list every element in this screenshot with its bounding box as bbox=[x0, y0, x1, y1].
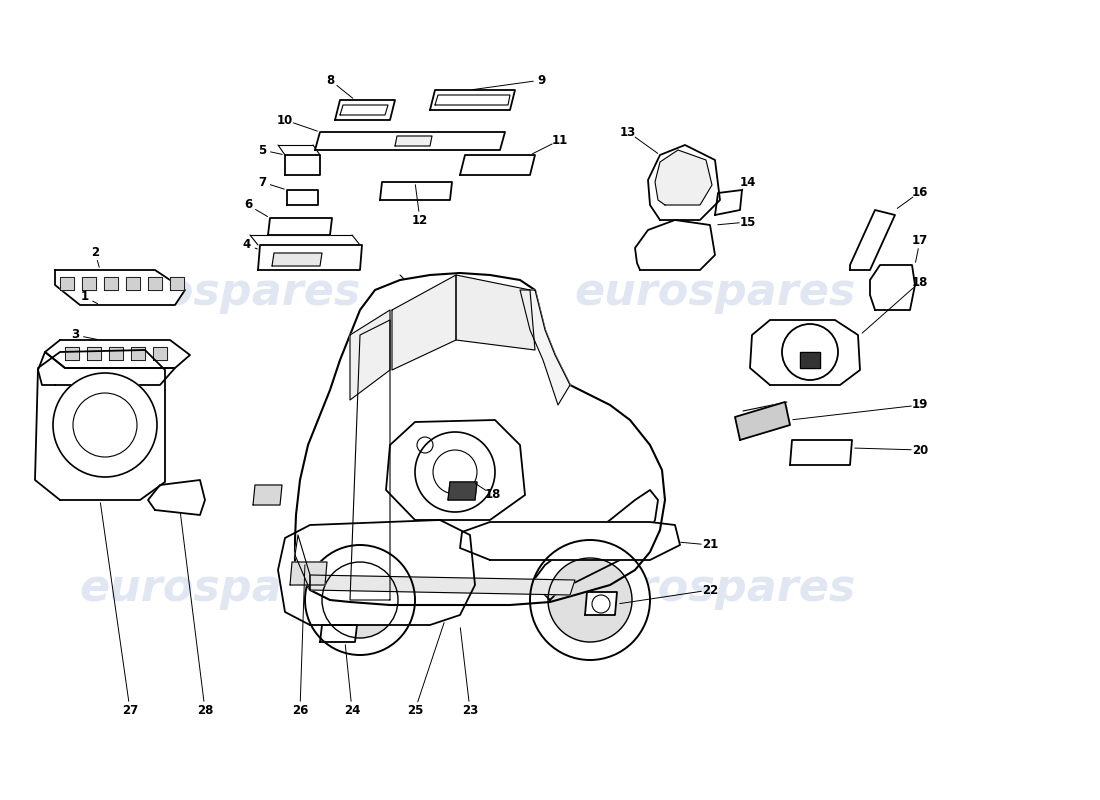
Circle shape bbox=[305, 545, 415, 655]
Polygon shape bbox=[460, 522, 680, 560]
Polygon shape bbox=[735, 402, 790, 440]
Polygon shape bbox=[65, 347, 79, 360]
Text: 22: 22 bbox=[702, 583, 718, 597]
Polygon shape bbox=[285, 155, 320, 175]
Text: 12: 12 bbox=[411, 214, 428, 226]
Text: 13: 13 bbox=[620, 126, 636, 138]
Text: 10: 10 bbox=[277, 114, 293, 126]
Text: 23: 23 bbox=[462, 703, 478, 717]
Text: 6: 6 bbox=[244, 198, 252, 211]
Polygon shape bbox=[60, 277, 74, 290]
Polygon shape bbox=[290, 562, 327, 585]
Polygon shape bbox=[800, 352, 820, 368]
Polygon shape bbox=[268, 218, 332, 235]
Text: 28: 28 bbox=[197, 703, 213, 717]
Text: 17: 17 bbox=[912, 234, 928, 246]
Text: eurospares: eurospares bbox=[79, 270, 361, 314]
Text: 18: 18 bbox=[485, 489, 502, 502]
Polygon shape bbox=[430, 90, 515, 110]
Polygon shape bbox=[126, 277, 140, 290]
Polygon shape bbox=[320, 625, 358, 642]
Polygon shape bbox=[82, 277, 96, 290]
Text: 8: 8 bbox=[326, 74, 334, 86]
Circle shape bbox=[433, 450, 477, 494]
Text: 2: 2 bbox=[91, 246, 99, 258]
Text: 1: 1 bbox=[81, 290, 89, 303]
Polygon shape bbox=[456, 275, 535, 350]
Polygon shape bbox=[131, 347, 145, 360]
Text: 18: 18 bbox=[912, 275, 928, 289]
Circle shape bbox=[782, 324, 838, 380]
Polygon shape bbox=[148, 480, 205, 515]
Polygon shape bbox=[715, 190, 742, 215]
Polygon shape bbox=[336, 100, 395, 120]
Text: 4: 4 bbox=[243, 238, 251, 251]
Text: 25: 25 bbox=[407, 703, 424, 717]
Polygon shape bbox=[315, 132, 505, 150]
Circle shape bbox=[53, 373, 157, 477]
Polygon shape bbox=[870, 265, 915, 310]
Polygon shape bbox=[35, 350, 165, 500]
Text: eurospares: eurospares bbox=[574, 270, 856, 314]
Circle shape bbox=[548, 558, 632, 642]
Polygon shape bbox=[530, 490, 658, 600]
Polygon shape bbox=[850, 210, 895, 270]
Polygon shape bbox=[379, 182, 452, 200]
Polygon shape bbox=[109, 347, 123, 360]
Polygon shape bbox=[460, 155, 535, 175]
Polygon shape bbox=[392, 275, 456, 370]
Polygon shape bbox=[520, 290, 570, 405]
Polygon shape bbox=[295, 273, 666, 605]
Text: 24: 24 bbox=[344, 703, 360, 717]
Polygon shape bbox=[148, 277, 162, 290]
Polygon shape bbox=[287, 190, 318, 205]
Polygon shape bbox=[87, 347, 101, 360]
Text: 20: 20 bbox=[912, 443, 928, 457]
Polygon shape bbox=[104, 277, 118, 290]
Circle shape bbox=[73, 393, 138, 457]
Circle shape bbox=[530, 540, 650, 660]
Polygon shape bbox=[790, 440, 852, 465]
Text: 14: 14 bbox=[740, 175, 756, 189]
Polygon shape bbox=[39, 352, 175, 385]
Polygon shape bbox=[258, 245, 362, 270]
Text: 27: 27 bbox=[122, 703, 139, 717]
Polygon shape bbox=[750, 320, 860, 385]
Polygon shape bbox=[635, 220, 715, 270]
Polygon shape bbox=[386, 420, 525, 520]
Text: 15: 15 bbox=[740, 215, 756, 229]
Polygon shape bbox=[448, 482, 477, 500]
Polygon shape bbox=[395, 136, 432, 146]
Circle shape bbox=[322, 562, 398, 638]
Text: 19: 19 bbox=[912, 398, 928, 411]
Text: eurospares: eurospares bbox=[574, 566, 856, 610]
Text: 26: 26 bbox=[292, 703, 308, 717]
Polygon shape bbox=[153, 347, 167, 360]
Polygon shape bbox=[278, 520, 475, 625]
Circle shape bbox=[417, 437, 433, 453]
Text: 3: 3 bbox=[70, 329, 79, 342]
Polygon shape bbox=[272, 253, 322, 266]
Polygon shape bbox=[654, 150, 712, 205]
Circle shape bbox=[415, 432, 495, 512]
Text: 9: 9 bbox=[538, 74, 546, 86]
Polygon shape bbox=[253, 485, 282, 505]
Polygon shape bbox=[170, 277, 184, 290]
Text: 7: 7 bbox=[257, 175, 266, 189]
Polygon shape bbox=[45, 340, 190, 368]
Text: 5: 5 bbox=[257, 143, 266, 157]
Polygon shape bbox=[648, 145, 720, 220]
Polygon shape bbox=[55, 270, 185, 305]
Text: 21: 21 bbox=[702, 538, 718, 551]
Text: eurospares: eurospares bbox=[79, 566, 361, 610]
Polygon shape bbox=[295, 535, 310, 590]
Polygon shape bbox=[310, 575, 575, 595]
Polygon shape bbox=[350, 310, 390, 400]
Circle shape bbox=[592, 595, 611, 613]
Polygon shape bbox=[585, 592, 617, 615]
Text: 16: 16 bbox=[912, 186, 928, 198]
Text: 11: 11 bbox=[552, 134, 568, 146]
